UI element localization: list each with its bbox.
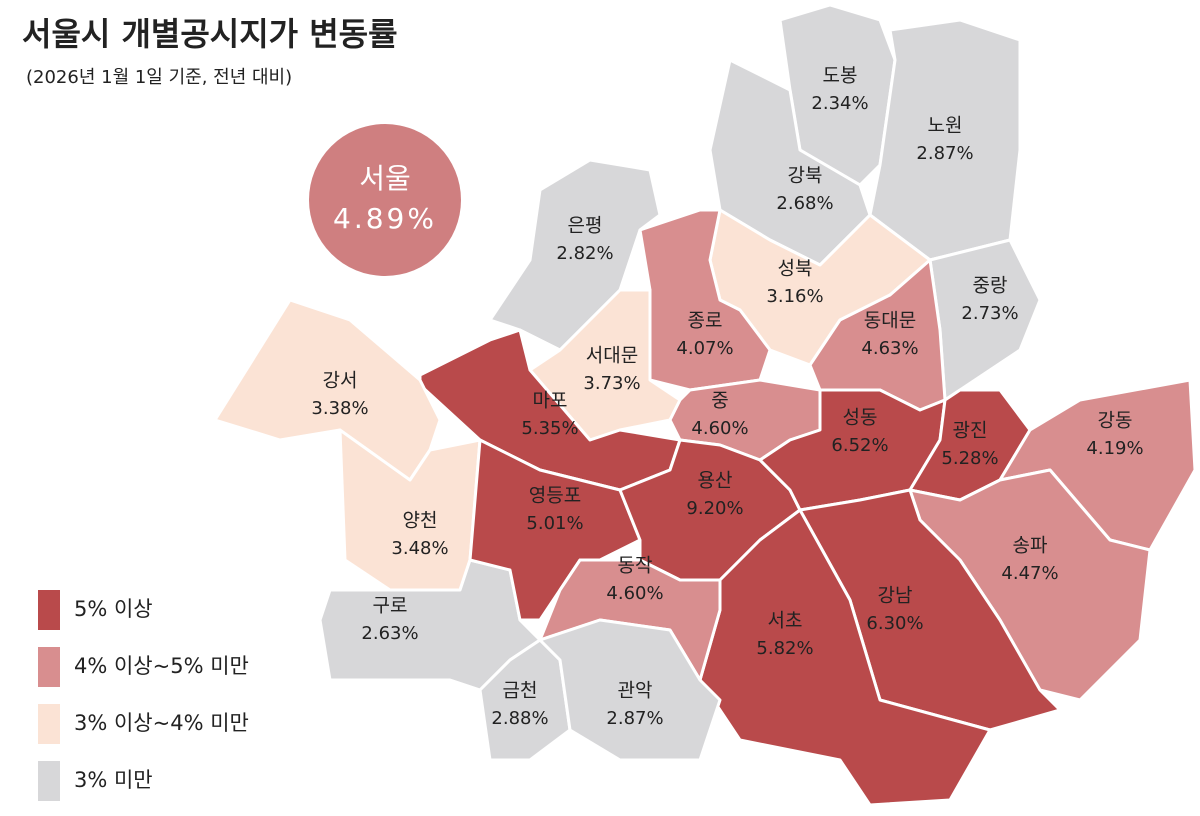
seoul-badge [309,124,461,276]
legend-label: 3% 미만 [74,768,153,792]
district-name: 노원 [928,115,963,137]
legend-swatch [38,590,60,630]
district-region [528,288,682,442]
district-name: 관악 [618,680,653,702]
district-value: 2.87% [916,143,973,164]
district-value: 2.34% [811,93,868,114]
district-name: 서초 [768,610,803,632]
district-name: 마포 [533,390,568,412]
district-name: 강남 [878,585,913,607]
legend-swatch [38,647,60,687]
district-value: 4.47% [1001,563,1058,584]
legend-label: 3% 이상~4% 미만 [74,711,249,735]
district-name: 중랑 [973,275,1008,297]
district-name: 구로 [373,595,408,617]
district-name: 용산 [698,470,733,492]
district-name: 송파 [1013,535,1048,557]
district-name: 은평 [568,215,603,237]
district-name: 금천 [503,680,538,702]
district-value: 4.07% [676,338,733,359]
district-value: 3.73% [583,373,640,394]
district-name: 동작 [618,555,653,577]
district-value: 2.82% [556,243,613,264]
district-value: 3.16% [766,286,823,307]
district-value: 2.63% [361,623,418,644]
district-name: 중 [711,390,728,412]
district-value: 4.63% [861,338,918,359]
district-value: 5.82% [756,638,813,659]
district-value: 3.48% [391,538,448,559]
district-value: 4.60% [606,583,663,604]
district-value: 2.87% [606,708,663,729]
district-name: 영등포 [529,485,581,507]
district-value: 4.60% [691,418,748,439]
seoul-value: 4.89% [333,202,437,235]
legend-swatch [38,704,60,744]
legend-label: 4% 이상~5% 미만 [74,654,249,678]
seoul-name: 서울 [359,162,411,195]
district-value: 4.19% [1086,438,1143,459]
district-value: 2.88% [491,708,548,729]
subtitle: (2026년 1월 1일 기준, 전년 대비) [26,67,292,88]
district-value: 5.35% [521,418,578,439]
title: 서울시 개별공시지가 변동률 [22,15,398,53]
district-name: 강서 [323,370,358,392]
district-name: 서대문 [586,345,638,367]
district-region [538,618,722,762]
district-name: 강북 [788,165,823,187]
district-name: 도봉 [823,65,858,87]
district-value: 5.28% [941,448,998,469]
district-name: 성북 [778,258,813,280]
district-value: 3.38% [311,398,368,419]
district-name: 광진 [953,420,988,442]
district-value: 6.52% [831,435,888,456]
legend-label: 5% 이상 [74,597,153,621]
district-name: 강동 [1098,410,1133,432]
district-value: 2.73% [961,303,1018,324]
district-region [213,298,442,492]
district-name: 종로 [688,310,723,332]
district-value: 9.20% [686,498,743,519]
district-name: 동대문 [864,310,916,332]
district-value: 6.30% [866,613,923,634]
district-name: 양천 [403,510,438,532]
legend-swatch [38,761,60,801]
district-value: 2.68% [776,193,833,214]
district-value: 5.01% [526,513,583,534]
district-name: 성동 [843,407,878,429]
